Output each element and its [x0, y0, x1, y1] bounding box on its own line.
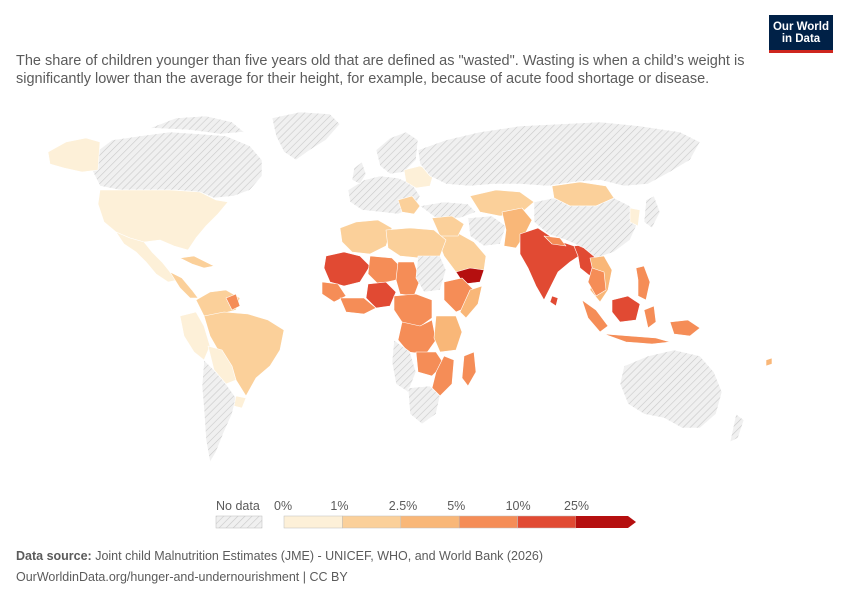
legend-bin-swatch [458, 515, 518, 529]
korea[interactable] [629, 207, 641, 227]
somalia[interactable] [459, 285, 483, 319]
usa[interactable] [97, 189, 229, 251]
mauritania-mali[interactable] [323, 251, 371, 287]
drc[interactable] [397, 319, 437, 355]
legend-no-data-label: No data [216, 499, 260, 513]
southern-africa[interactable] [407, 385, 441, 425]
caribbean[interactable] [179, 255, 215, 269]
alaska[interactable] [47, 137, 101, 173]
logo-line-1: Our World [772, 20, 829, 33]
footer-url-line[interactable]: OurWorldinData.org/hunger-and-undernouri… [16, 570, 348, 584]
east-africa[interactable] [433, 315, 463, 353]
new-zealand[interactable] [729, 413, 745, 443]
sulawesi[interactable] [643, 305, 657, 329]
owid-logo[interactable]: Our World in Data [769, 15, 833, 53]
legend-bin-label: 5% [447, 499, 466, 513]
morocco-algeria[interactable] [339, 219, 393, 255]
java-timor[interactable] [603, 333, 671, 345]
nigeria[interactable] [365, 281, 397, 309]
ecuador-peru[interactable] [179, 311, 211, 361]
legend-bin-swatch [342, 515, 402, 529]
angola[interactable] [391, 339, 417, 393]
russia[interactable] [417, 121, 701, 187]
turkey-caucasus[interactable] [419, 201, 477, 219]
iran[interactable] [467, 215, 507, 247]
world-map [47, 111, 773, 463]
thailand-cambodia[interactable] [587, 267, 607, 297]
greenland[interactable] [271, 111, 341, 161]
guianas[interactable] [225, 293, 241, 311]
central-america[interactable] [169, 271, 199, 299]
canada[interactable] [91, 131, 263, 199]
argentina-chile[interactable] [201, 359, 237, 463]
gulf-of-guinea[interactable] [339, 297, 377, 315]
legend-bin-swatch [517, 515, 577, 529]
australia[interactable] [619, 349, 723, 429]
senegal-west[interactable] [321, 281, 347, 303]
japan[interactable] [643, 195, 661, 229]
logo-line-2: in Data [781, 32, 821, 45]
arctic-islands[interactable] [149, 115, 245, 135]
data-source-label: Data source: [16, 549, 92, 563]
uruguay[interactable] [233, 395, 247, 409]
niger[interactable] [367, 255, 401, 285]
legend-bin-arrow [576, 516, 636, 528]
philippines[interactable] [635, 265, 651, 301]
balkans[interactable] [397, 195, 421, 215]
china[interactable] [533, 197, 639, 259]
uk[interactable] [351, 161, 367, 185]
papua[interactable] [669, 319, 701, 337]
sri-lanka[interactable] [549, 295, 559, 307]
data-source-line: Data source: Joint child Malnutrition Es… [16, 549, 543, 563]
sudan[interactable] [415, 255, 447, 293]
map-legend [215, 515, 636, 529]
legend-bin-label: 2.5% [388, 499, 418, 513]
malaysia-borneo[interactable] [611, 295, 641, 323]
legend-bin-label: 0% [274, 499, 293, 513]
levant-iraq[interactable] [431, 215, 465, 237]
legend-bin-swatch [400, 515, 460, 529]
legend-bin-label: 1% [330, 499, 349, 513]
legend-bin-label: 25% [564, 499, 590, 513]
pacific-islands[interactable] [765, 357, 773, 367]
madagascar[interactable] [461, 351, 477, 387]
legend-bin-label: 10% [505, 499, 531, 513]
map-subtitle: The share of children younger than five … [16, 53, 745, 87]
sumatra[interactable] [581, 299, 609, 333]
legend-bin-swatch [283, 515, 343, 529]
libya-egypt[interactable] [385, 227, 447, 259]
data-source-text: Joint child Malnutrition Estimates (JME)… [91, 549, 544, 563]
nepal[interactable] [543, 235, 567, 247]
scandinavia[interactable] [375, 131, 419, 175]
legend-no-data-swatch [215, 515, 263, 529]
central-africa[interactable] [393, 293, 433, 329]
